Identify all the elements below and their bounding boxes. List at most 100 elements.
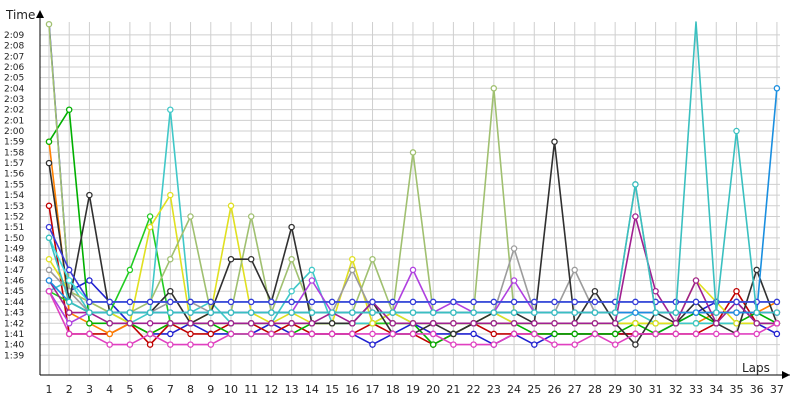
data-point — [591, 309, 599, 316]
x-axis-arrow — [782, 371, 790, 379]
data-point — [490, 320, 498, 327]
y-tick-label: 1:42 — [4, 319, 24, 329]
data-point — [126, 320, 134, 327]
data-point — [733, 298, 740, 306]
data-point — [571, 330, 578, 338]
data-point — [429, 341, 437, 348]
x-tick-label: 23 — [487, 383, 501, 396]
data-point — [450, 341, 457, 348]
data-point — [369, 330, 376, 338]
data-point — [268, 298, 275, 306]
data-point — [611, 330, 619, 338]
series-17 — [45, 21, 781, 316]
data-point — [308, 266, 316, 274]
data-point — [490, 85, 498, 92]
data-point — [450, 309, 457, 316]
data-point — [65, 266, 73, 274]
data-point — [167, 106, 174, 113]
data-point — [227, 202, 235, 210]
data-point — [288, 330, 295, 338]
data-point — [632, 213, 639, 220]
data-point — [328, 298, 336, 306]
data-point — [247, 298, 255, 306]
data-point — [207, 330, 215, 338]
data-point — [713, 309, 720, 316]
data-point — [349, 309, 356, 316]
data-point — [632, 330, 639, 338]
y-tick-label: 2:00 — [4, 127, 24, 137]
tick-labels: 1:391:401:411:421:431:441:451:461:471:48… — [4, 31, 784, 396]
data-point — [571, 341, 578, 348]
data-point — [308, 320, 316, 327]
data-point — [591, 320, 599, 327]
x-tick-label: 22 — [467, 383, 481, 396]
data-point — [531, 320, 538, 327]
data-point — [369, 341, 376, 348]
data-point — [632, 309, 639, 316]
data-point — [308, 309, 316, 316]
data-point — [45, 20, 53, 28]
data-point — [692, 277, 700, 284]
y-tick-label: 1:55 — [4, 180, 24, 190]
data-point — [167, 320, 174, 327]
data-point — [146, 320, 154, 327]
x-tick-label: 36 — [750, 383, 764, 396]
y-tick-label: 1:39 — [4, 351, 24, 361]
x-tick-label: 21 — [446, 383, 460, 396]
y-tick-label: 1:43 — [4, 309, 24, 319]
data-point — [45, 277, 53, 284]
data-point — [450, 320, 457, 327]
data-point — [773, 298, 781, 306]
data-point — [167, 341, 174, 348]
data-point — [288, 255, 295, 263]
data-point — [106, 309, 113, 316]
data-point — [773, 309, 781, 316]
x-tick-label: 18 — [386, 383, 400, 396]
data-point — [429, 298, 437, 306]
data-point — [652, 309, 659, 316]
data-point — [86, 191, 93, 199]
data-point — [247, 330, 255, 338]
x-tick-label: 15 — [325, 383, 339, 396]
x-tick-label: 33 — [689, 383, 703, 396]
data-point — [106, 298, 113, 306]
data-point — [45, 234, 53, 242]
data-point — [126, 341, 134, 348]
data-point — [349, 266, 356, 274]
data-point — [86, 277, 93, 284]
y-tick-label: 2:09 — [4, 31, 24, 41]
x-tick-label: 17 — [366, 383, 380, 396]
data-point — [470, 330, 477, 338]
axes — [36, 10, 790, 379]
data-point — [510, 298, 518, 306]
data-point — [187, 330, 194, 338]
data-point — [187, 298, 194, 306]
data-point — [571, 266, 578, 274]
x-tick-label: 32 — [669, 383, 683, 396]
data-point — [429, 330, 437, 338]
data-point — [652, 320, 659, 327]
y-tick-label: 1:49 — [4, 245, 24, 255]
y-tick-label: 2:03 — [4, 95, 24, 105]
y-tick-label: 1:46 — [4, 277, 24, 287]
data-point — [409, 298, 417, 306]
data-point — [86, 320, 93, 327]
data-point — [146, 213, 154, 220]
data-point — [490, 309, 498, 316]
data-point — [369, 309, 376, 316]
data-point — [611, 341, 619, 348]
data-point — [531, 330, 538, 338]
data-point — [146, 341, 154, 348]
data-point — [349, 255, 356, 263]
y-tick-label: 1:50 — [4, 234, 24, 244]
data-point — [328, 330, 336, 338]
data-point — [65, 309, 73, 316]
y-tick-label: 1:48 — [4, 255, 24, 265]
data-point — [45, 266, 53, 274]
y-tick-label: 1:51 — [4, 223, 24, 233]
data-point — [45, 255, 53, 263]
x-tick-label: 1 — [46, 383, 53, 396]
data-point — [753, 266, 760, 274]
data-point — [551, 298, 558, 306]
